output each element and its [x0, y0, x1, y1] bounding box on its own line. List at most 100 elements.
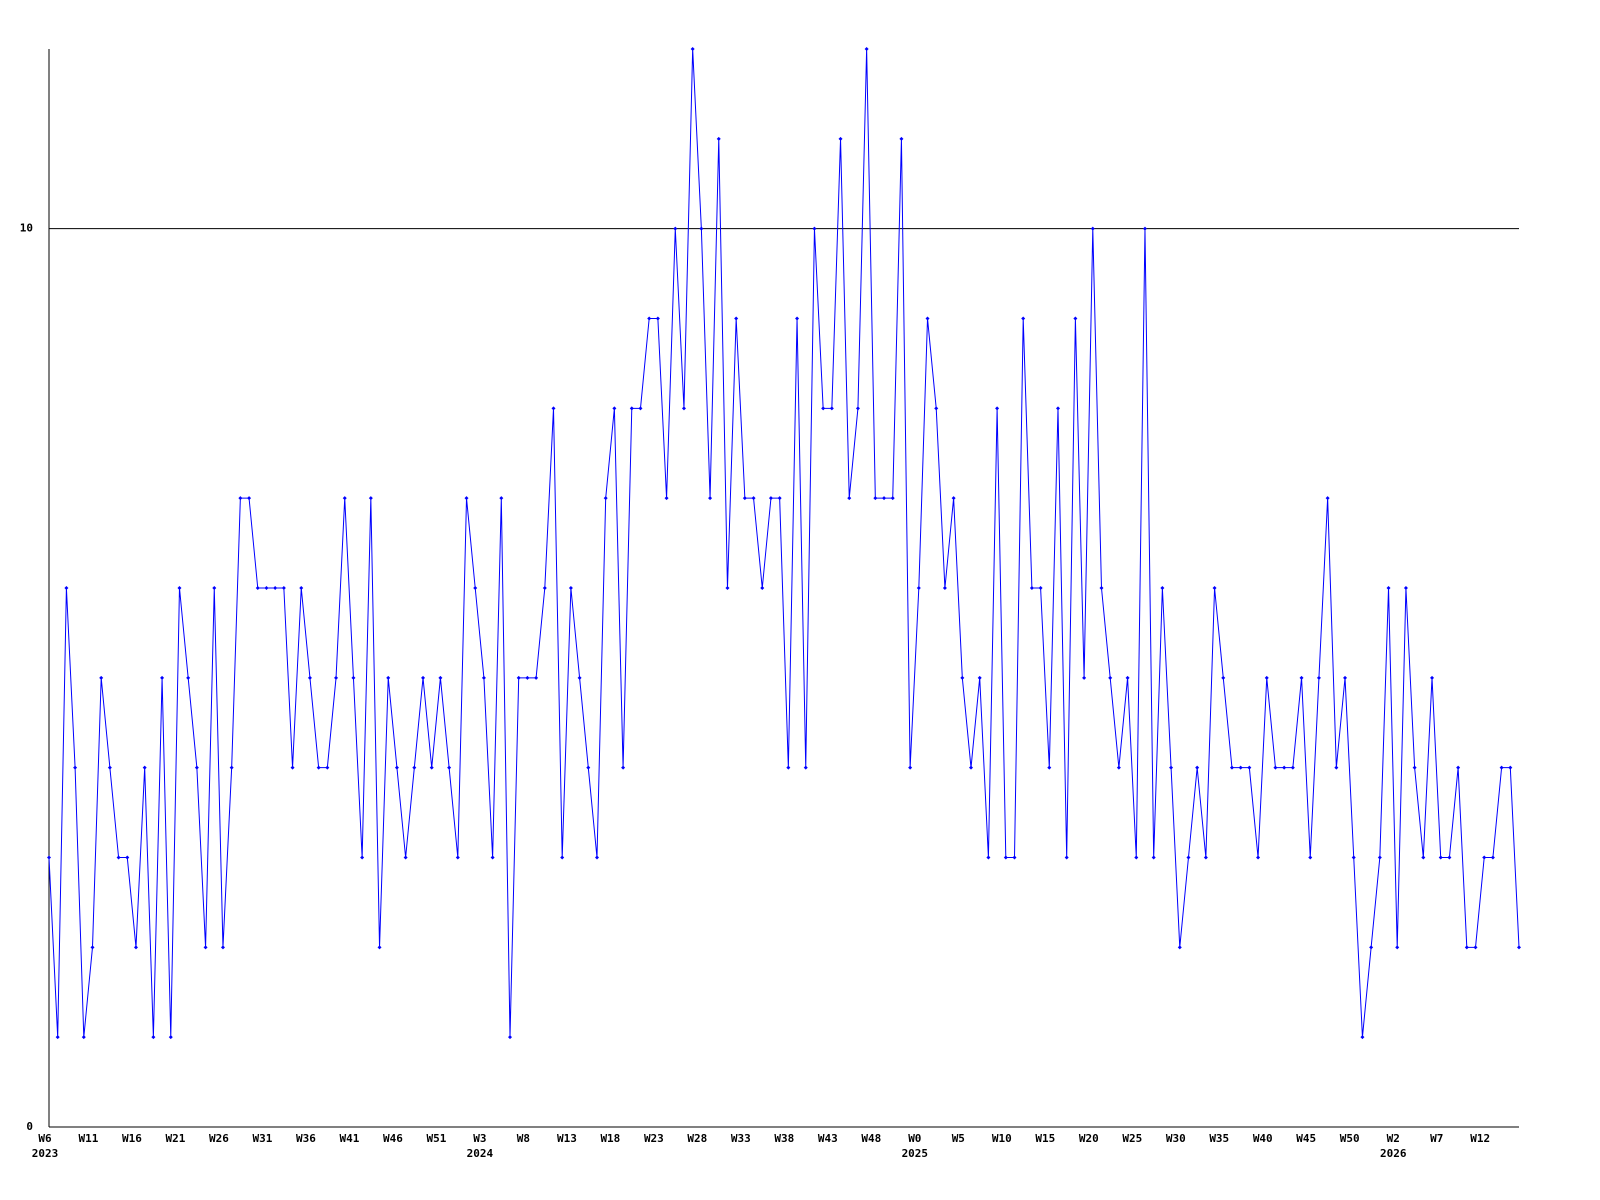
data-point [168, 1035, 173, 1040]
x-tick-label: W28 [687, 1132, 707, 1145]
data-point [142, 765, 147, 770]
data-point [1316, 675, 1321, 680]
data-point [777, 496, 782, 501]
data-point [1377, 855, 1382, 860]
data-point [986, 855, 991, 860]
data-point [568, 586, 573, 590]
data-point [107, 765, 112, 770]
data-point [977, 675, 982, 680]
x-tick-label: W41 [340, 1132, 360, 1145]
data-point [1369, 945, 1374, 950]
data-point [1142, 226, 1147, 231]
x-tick-label: W16 [122, 1132, 142, 1145]
data-point [1386, 586, 1391, 590]
data-point [716, 136, 721, 141]
data-point [281, 586, 286, 590]
data-point [1012, 855, 1017, 860]
data-point [795, 316, 800, 321]
x-tick-label: W45 [1296, 1132, 1316, 1145]
data-point [647, 316, 652, 321]
data-point [64, 586, 69, 590]
data-point [742, 496, 747, 501]
x-tick-label: W40 [1253, 1132, 1273, 1145]
data-point [708, 496, 713, 501]
data-point [934, 406, 939, 411]
data-point [99, 675, 104, 680]
data-point [890, 496, 895, 501]
data-point [1212, 586, 1217, 590]
data-point [1125, 675, 1130, 680]
data-point [421, 675, 426, 680]
data-point [1238, 765, 1243, 770]
data-point [81, 1035, 86, 1040]
data-point [1256, 855, 1261, 860]
year-label: 2025 [902, 1147, 929, 1160]
data-point [768, 496, 773, 501]
data-point [1308, 855, 1313, 860]
data-point [160, 675, 165, 680]
data-point [1038, 586, 1043, 590]
data-point [847, 496, 852, 501]
data-point [325, 765, 330, 770]
data-point [186, 675, 191, 680]
data-point [473, 586, 478, 590]
data-point [1456, 765, 1461, 770]
data-point [638, 406, 643, 411]
data-point [1177, 945, 1182, 950]
data-point [212, 586, 217, 590]
x-tick-label: W50 [1340, 1132, 1360, 1145]
data-point [1090, 226, 1095, 231]
data-point [916, 586, 921, 590]
x-tick-label: W2 [1387, 1132, 1400, 1145]
x-tick-label: W30 [1166, 1132, 1186, 1145]
data-point [1403, 586, 1408, 590]
x-tick-label: W23 [644, 1132, 664, 1145]
data-point [247, 496, 252, 501]
data-point [586, 765, 591, 770]
data-point [1029, 586, 1034, 590]
data-point [594, 855, 599, 860]
data-point [1169, 765, 1174, 770]
data-point [1073, 316, 1078, 321]
data-point [786, 765, 791, 770]
data-point [655, 316, 660, 321]
data-point [55, 1035, 60, 1040]
data-point [116, 855, 121, 860]
data-point [1247, 765, 1252, 770]
x-tick-label: W11 [79, 1132, 99, 1145]
data-point [368, 496, 373, 501]
data-point [1099, 586, 1104, 590]
data-point [429, 765, 434, 770]
data-point [942, 586, 947, 590]
data-point [1508, 765, 1513, 770]
data-point [342, 496, 347, 501]
data-point [1221, 675, 1226, 680]
data-point [1151, 855, 1156, 860]
data-point [577, 675, 582, 680]
x-tick-label: W36 [296, 1132, 316, 1145]
data-point [194, 765, 199, 770]
data-point [899, 136, 904, 141]
data-point [307, 675, 312, 680]
data-point [629, 406, 634, 411]
data-point [873, 496, 878, 501]
data-point [1351, 855, 1356, 860]
data-point [821, 406, 826, 411]
data-point [273, 586, 278, 590]
data-point [1203, 855, 1208, 860]
x-tick-label: W20 [1079, 1132, 1099, 1145]
x-tick-label: W18 [600, 1132, 620, 1145]
data-point [664, 496, 669, 501]
data-point [1438, 855, 1443, 860]
data-point [864, 47, 869, 51]
data-point [1490, 855, 1495, 860]
data-point [1134, 855, 1139, 860]
data-point [438, 675, 443, 680]
data-point [1290, 765, 1295, 770]
x-tick-label: W15 [1035, 1132, 1055, 1145]
data-point [621, 765, 626, 770]
x-tick-label: W10 [992, 1132, 1012, 1145]
data-point [177, 586, 182, 590]
data-point [238, 496, 243, 501]
